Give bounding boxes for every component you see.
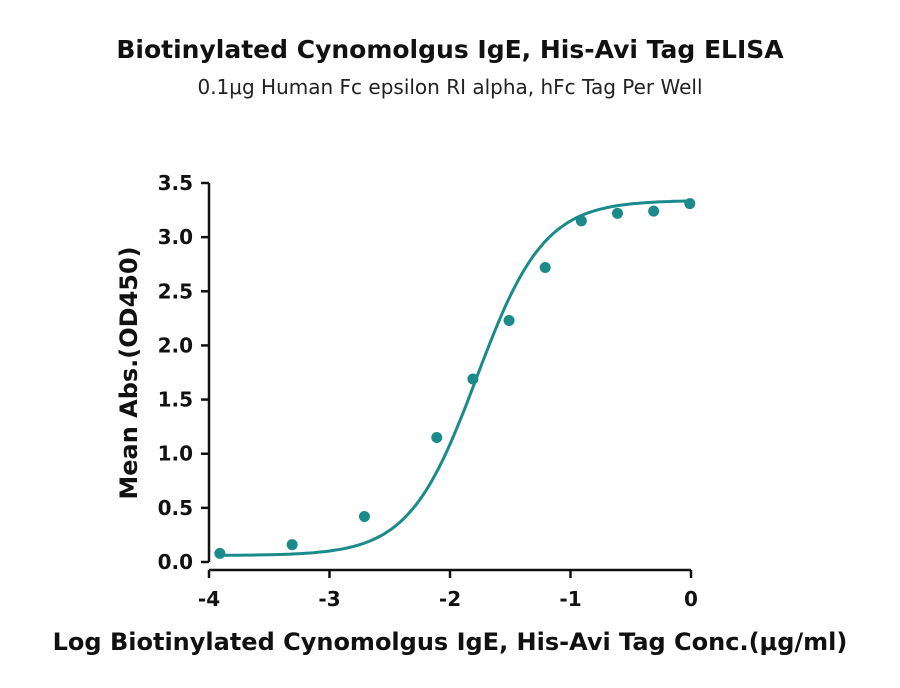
x-tick-label: -1 <box>559 587 581 611</box>
x-tick-label: -4 <box>198 587 220 611</box>
x-tick-label: -3 <box>318 587 340 611</box>
y-tick-label: 3.5 <box>158 171 193 195</box>
x-ticks: -4 -3 -2 -1 0 <box>198 570 698 611</box>
x-axis-title: Log Biotinylated Cynomolgus IgE, His-Avi… <box>53 628 848 656</box>
y-tick-label: 2.0 <box>158 333 193 357</box>
chart-title: Biotinylated Cynomolgus IgE, His-Avi Tag… <box>116 35 784 64</box>
data-points <box>214 198 696 559</box>
data-point <box>539 261 551 273</box>
axes <box>207 183 691 572</box>
y-tick-label: 0.5 <box>158 496 193 520</box>
x-tick-label: 0 <box>684 587 698 611</box>
data-point <box>503 315 515 327</box>
y-tick-label: 1.0 <box>158 442 193 466</box>
y-tick-label: 3.0 <box>158 225 193 249</box>
data-point <box>358 511 370 523</box>
data-point <box>684 198 696 210</box>
y-tick-label: 2.5 <box>158 279 193 303</box>
y-tick-label: 0.0 <box>158 550 193 574</box>
y-tick-label: 1.5 <box>158 388 193 412</box>
data-point <box>611 207 623 219</box>
data-point <box>286 539 298 551</box>
x-tick-label: -2 <box>439 587 461 611</box>
chart-subtitle: 0.1μg Human Fc epsilon RI alpha, hFc Tag… <box>197 75 702 99</box>
fit-curve <box>219 199 690 557</box>
data-point <box>214 547 226 559</box>
data-point <box>575 215 587 227</box>
y-ticks: 0.0 0.5 1.0 1.5 2.0 2.5 3.0 3.5 <box>158 171 209 574</box>
data-point <box>648 205 660 217</box>
y-axis-title: Mean Abs.(OD450) <box>115 246 143 499</box>
data-point <box>467 373 479 385</box>
data-point <box>431 431 443 443</box>
